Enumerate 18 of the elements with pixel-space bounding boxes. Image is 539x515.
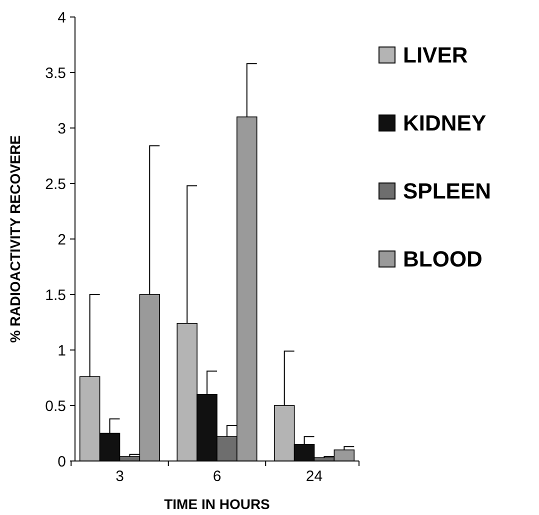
y-tick-label: 3	[58, 120, 66, 138]
legend-label: SPLEEN	[403, 178, 492, 204]
x-tick-label: 6	[212, 468, 222, 485]
x-axis-title: TIME IN HOURS	[164, 496, 270, 512]
y-tick-label: 2.5	[45, 176, 66, 193]
x-tick-label: 3	[116, 468, 124, 485]
legend-label: BLOOD	[403, 246, 482, 272]
legend-label: LIVER	[403, 42, 468, 68]
y-axis-title: % RADIOACTIVITY RECOVERE	[7, 135, 23, 343]
y-tick-label: 0.5	[45, 398, 66, 415]
y-tick-label: 4	[58, 9, 66, 26]
legend-label: KIDNEY	[403, 110, 486, 136]
x-tick-label: 24	[306, 468, 323, 485]
y-tick-label: 0	[58, 453, 66, 470]
y-tick-label: 3.5	[45, 64, 66, 82]
y-tick-label: 2	[58, 231, 66, 248]
y-tick-label: 1	[58, 342, 66, 360]
y-tick-label: 1.5	[45, 286, 66, 304]
